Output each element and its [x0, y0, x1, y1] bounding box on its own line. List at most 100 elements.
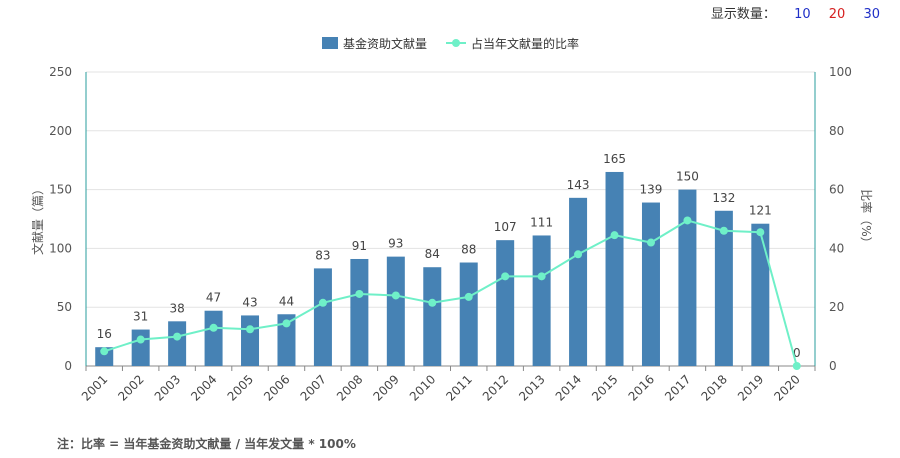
ratio-point[interactable]	[355, 289, 364, 298]
ratio-point[interactable]	[282, 319, 291, 328]
bar[interactable]	[131, 329, 150, 366]
bar[interactable]	[714, 210, 733, 366]
bar-value-label: 16	[97, 327, 112, 341]
bar[interactable]	[641, 202, 660, 366]
x-tick-label: 2002	[115, 372, 146, 403]
bar[interactable]	[605, 171, 624, 366]
legend-item-funded[interactable]: 基金资助文献量	[322, 36, 427, 51]
bar-value-label: 91	[352, 239, 367, 253]
y-left-tick-label: 200	[49, 124, 72, 138]
bar-value-label: 107	[494, 220, 517, 234]
ratio-point[interactable]	[391, 291, 400, 300]
ratio-point[interactable]	[428, 298, 437, 307]
ratio-point[interactable]	[136, 335, 145, 344]
y-left-tick-label: 250	[49, 65, 72, 79]
legend-label-funded: 基金资助文献量	[343, 36, 427, 51]
bar[interactable]	[277, 314, 296, 366]
ratio-line	[103, 219, 798, 367]
legend-swatch-bar	[322, 37, 338, 49]
display-count-option-20[interactable]: 20	[828, 7, 846, 22]
bar[interactable]	[386, 256, 405, 366]
bar-value-label: 31	[133, 310, 148, 324]
y-right-tick-label: 100	[829, 65, 852, 79]
bar-value-label: 43	[242, 295, 257, 309]
ratio-point[interactable]	[464, 292, 473, 301]
ratio-point[interactable]	[792, 362, 801, 370]
y-left-tick-label: 0	[64, 359, 72, 373]
ratio-point[interactable]	[100, 347, 109, 356]
y-right-tick-label: 40	[829, 241, 844, 255]
x-tick-label: 2010	[407, 372, 438, 403]
x-tick-label: 2009	[370, 372, 401, 403]
bar[interactable]	[569, 197, 588, 366]
x-tick-label: 2005	[225, 372, 256, 403]
y-left-tick-label: 150	[49, 183, 72, 197]
x-tick-label: 2017	[662, 372, 693, 403]
display-count-option-30[interactable]: 30	[863, 7, 880, 22]
legend-label-ratio: 占当年文献量的比率	[471, 36, 579, 51]
bar[interactable]	[350, 258, 369, 366]
ratio-point[interactable]	[646, 238, 655, 247]
ratio-point[interactable]	[246, 325, 255, 334]
x-tick-label: 2016	[626, 372, 657, 403]
x-tick-label: 2015	[589, 372, 620, 403]
bar[interactable]	[459, 262, 478, 366]
ratio-point[interactable]	[501, 272, 510, 281]
ratio-point[interactable]	[537, 272, 546, 281]
bar-value-label: 139	[640, 183, 663, 197]
bar-value-label: 38	[169, 301, 184, 315]
x-tick-label: 2018	[698, 372, 729, 403]
legend-item-ratio[interactable]: 占当年文献量的比率	[446, 36, 579, 51]
x-tick-label: 2011	[443, 372, 474, 403]
chart: 0 50 100 150 200 250 0 20 40 60 80 100 文献量（篇） 比率（%） 20…	[30, 36, 874, 404]
y-right-axis-title: 比率（%）	[859, 189, 874, 248]
bar-value-label: 132	[712, 191, 735, 205]
x-tick-label: 2001	[79, 372, 110, 403]
y-right-tick-label: 80	[829, 124, 844, 138]
bar[interactable]	[95, 347, 114, 366]
bar[interactable]	[678, 189, 697, 366]
x-tick-label: 2008	[334, 372, 365, 403]
bar-value-label: 88	[461, 243, 476, 257]
bar[interactable]	[751, 223, 770, 366]
display-count-label: 显示数量：	[710, 7, 776, 22]
x-tick-label: 2004	[188, 372, 219, 403]
display-count-option-10[interactable]: 10	[794, 7, 811, 22]
ratio-point[interactable]	[318, 298, 327, 307]
bar[interactable]	[496, 240, 515, 366]
x-tick-label: 2020	[771, 372, 802, 403]
bar-value-label: 121	[749, 204, 772, 218]
legend-swatch-point	[452, 39, 460, 47]
x-tick-label: 2013	[516, 372, 547, 403]
bar[interactable]	[313, 268, 332, 366]
ratio-point[interactable]	[756, 228, 765, 237]
ratio-point[interactable]	[610, 231, 619, 240]
bar-value-label: 44	[279, 294, 294, 308]
y-right-tick-label: 60	[829, 183, 844, 197]
bar[interactable]	[532, 235, 551, 366]
y-left-tick-label: 50	[57, 300, 72, 314]
bar[interactable]	[423, 267, 442, 366]
x-tick-label: 2003	[152, 372, 183, 403]
bar-value-label: 84	[425, 247, 440, 261]
bar-value-label: 165	[603, 152, 626, 166]
ratio-point[interactable]	[209, 323, 218, 332]
ratio-point[interactable]	[574, 250, 583, 259]
chart-note: 注：比率 = 当年基金资助文献量 / 当年发文量 * 100%	[57, 437, 356, 451]
ratio-point[interactable]	[173, 332, 182, 341]
bar[interactable]	[168, 321, 187, 366]
display-count-selector: 显示数量： 10 20 30	[711, 3, 880, 22]
y-right-tick-label: 0	[829, 359, 837, 373]
bar-value-label: 83	[315, 248, 330, 262]
y-left-axis-title: 文献量（篇）	[30, 183, 45, 255]
bar[interactable]	[204, 310, 223, 366]
ratio-point[interactable]	[719, 226, 728, 235]
bar[interactable]	[241, 315, 260, 366]
ratio-point[interactable]	[683, 216, 692, 225]
x-tick-label: 2014	[553, 372, 584, 403]
y-right-tick-label: 20	[829, 300, 844, 314]
x-tick-label: 2019	[735, 372, 766, 403]
bar-value-label: 93	[388, 237, 403, 251]
x-tick-label: 2012	[480, 372, 511, 403]
bar-value-label: 47	[206, 291, 221, 305]
